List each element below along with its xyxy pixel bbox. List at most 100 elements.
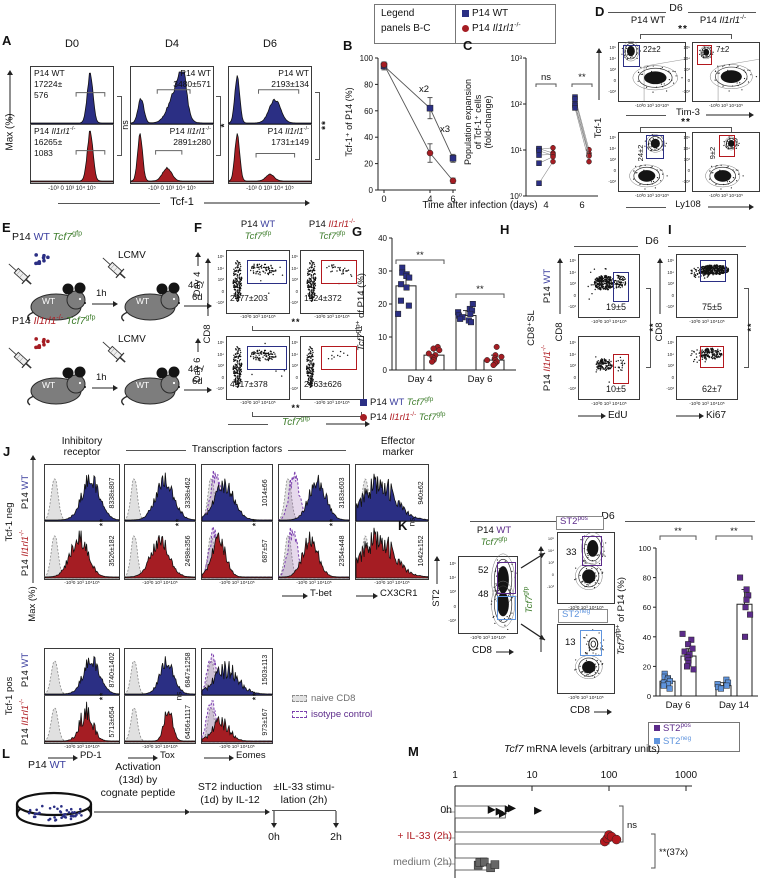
h-sig-bracket [646,288,651,368]
e-row1-6d: 6d [192,292,203,303]
f-r1c2-yticks: 10⁵ 10⁴ 10³ 0 -10³ [290,254,298,306]
e-row1-label: P14 WT Tcf7gfp [12,229,83,243]
f-r2c2-yticks: 10⁵ 10⁴ 10³ 0 -10³ [290,340,298,392]
m-row3-label: medium (2h) [393,856,452,868]
h-r1-gate [613,272,629,302]
k-header-line-right [625,521,755,522]
f-r1c2-gate [321,260,357,284]
f-r1c1-xticks: -10³0 10³ 10⁴10⁵ [240,315,276,320]
legend-bc-title1: Legend [381,8,415,19]
k-header-line-left [470,521,596,522]
d-r2-x-label: Ly108 [675,199,701,210]
a-d6-ko-label: P14 Il1rl1-/- [267,126,309,136]
k-pos-yticks: 10⁵ 10⁴ 10³ 0 -10³ [546,536,554,589]
svg-text:**: ** [476,284,484,295]
k-neg-inner-gate [580,630,602,656]
svg-text:60: 60 [643,603,651,612]
h-r1-value: 19±5 [606,302,626,312]
j-tox-label: Tox [160,750,175,761]
a-d0-ko-value2: 1083 [34,148,53,158]
svg-text:10: 10 [378,333,387,342]
a-d0-title: D0 [64,38,80,50]
j-neg-col4-divider [278,521,350,522]
l-step3-line2: lation (2h) [280,794,328,806]
a-d6-title: D6 [262,38,278,50]
svg-text:20: 20 [364,160,373,169]
svg-text:20: 20 [643,662,651,671]
l-step3-line1: ±IL-33 stimu- [273,781,335,793]
d-r1-x-arrow-icon [706,111,754,119]
k-header: D6 [601,510,615,522]
d-r1c2-yticks: 10⁵ 10⁴ 10³ 0 -10³ [682,45,690,94]
m-row1-label: 0h [440,804,452,816]
a-d6-plot [228,66,312,184]
e-row2-4d: 4d / [188,364,204,375]
d-r1c2-gate [697,45,712,65]
legend-bc-divider [455,5,456,43]
a-d4-ko-label: P14 Il1rl1-/- [169,126,211,136]
j-neg-col4-xticks: -10³0 10³ 10⁴10⁵ [296,581,332,586]
i-r2-value: 62±7 [702,384,722,394]
j-neg-col2-xticks: -10³0 10³ 10⁴10⁵ [142,581,178,586]
svg-text:10¹: 10¹ [510,146,522,155]
e-row2-lcmv: LCMV [118,334,146,345]
a-d6-sig-bracket [315,92,320,160]
hi-header: D6 [645,235,659,247]
d-r2c2-xticks: -10³0 10³ 10⁴10⁵ [708,193,744,198]
k-pos-gate [497,562,516,594]
l-arrow1-icon [94,808,190,816]
g-wt-square-icon [360,398,367,406]
j-pos-col1-ko-hist [44,701,120,743]
j-neg-col5-xticks: -10³0 10³ 10⁴10⁵ [374,581,410,586]
svg-text:80: 80 [643,574,651,583]
i-r2-gate [700,346,724,368]
f-col1-header: P14 WT [240,219,276,230]
a-d6-wt-value: 2193±134 [271,79,309,89]
f-r2c2-gate [321,346,357,370]
l-0h-label: 0h [268,831,280,843]
l-step1-line3: cognate peptide [100,787,176,799]
svg-text:0: 0 [369,186,374,195]
j-header-effector: Effector marker [380,436,416,458]
f-r2c1-yticks: 10⁵ 10⁴ 10³ 0 -10³ [216,340,224,392]
e-row2-mouse1-label: WT [42,380,56,390]
i-sig-bracket [744,288,749,368]
k-st2pos-label: ST2pos [560,514,588,527]
j-eomes-arrow-icon [204,754,234,762]
d-r1c2-contour [698,45,760,101]
svg-text:**: ** [578,72,586,83]
bc-x-axis-label: Time after infection (days) [422,200,538,211]
d-r2c2-gate [719,135,735,157]
f-x-axis-arrow-icon [326,419,370,429]
d-r2-sig-bracket [640,127,732,132]
e-row2-arrow1-icon [92,384,118,392]
d-r1c1-gate [623,45,640,67]
j-header-inhibitory: Inhibitory receptor [61,436,103,458]
panel-d-label: D [595,4,605,19]
d-r1c1-xticks: -10³0 10³ 10⁴10⁵ [634,103,670,108]
k-legend-box [648,722,740,752]
f-row1-sig-bracket [252,326,362,331]
d-r2c2-yticks: 10⁵ 10⁴ 10³ 0 -10³ [682,135,690,184]
h-y-axis-arrow-icon [556,258,564,314]
h-r2-dots [595,356,626,383]
d-header: D6 [669,2,683,14]
i-r1-yticks: 10⁵ 10⁴ 10³ 0 -10³ [666,258,674,310]
j-legend-naive: naive CD8 [292,693,355,704]
ko-circle-icon [462,24,469,32]
a-d0-sig-bracket [117,96,122,156]
panel-l-label: L [2,746,10,761]
d-r1c1-yticks: 10⁵ 10⁴ 10³ 0 -10³ [608,45,616,94]
i-y-axis-arrow-icon [656,258,664,314]
a-d4-title: D4 [164,38,180,50]
e-row2-syringe2-icon [102,341,126,363]
j-tbet-label: T-bet [310,588,332,599]
svg-text:1: 1 [452,770,458,781]
f-r1c2-dots [306,260,353,302]
panel-i-label: I [668,222,672,237]
k-neg-x-label: CD8 [569,705,591,716]
j-pos-col3-ko-hist [201,700,273,743]
k-st2neg-label: ST2neg [562,607,591,620]
e-row1-mouse2-icon [121,282,180,322]
a-x-axis-label: Tcf-1 [170,196,194,208]
